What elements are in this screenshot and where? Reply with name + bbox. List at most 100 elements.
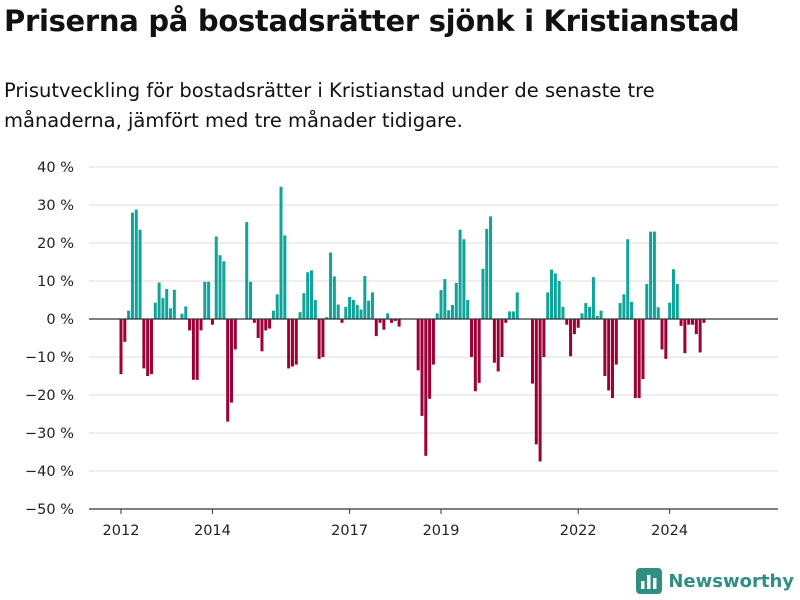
- bar: [553, 273, 557, 319]
- bar: [603, 319, 607, 376]
- bar: [271, 310, 275, 319]
- bar: [386, 313, 390, 319]
- bar: [626, 239, 630, 319]
- bar: [599, 310, 603, 319]
- bar: [458, 229, 462, 319]
- bar: [450, 304, 454, 319]
- bar: [249, 281, 253, 319]
- bar: [652, 231, 656, 319]
- bar: [370, 292, 374, 319]
- bar: [508, 311, 512, 319]
- x-tick-label: 2022: [560, 523, 597, 539]
- bar: [656, 307, 660, 319]
- brand-name: Newsworthy: [668, 570, 794, 592]
- bar: [256, 319, 260, 338]
- bar: [572, 319, 576, 335]
- bar: [279, 186, 283, 319]
- bar: [496, 319, 500, 372]
- y-tick-label: 20 %: [37, 236, 74, 252]
- bar: [477, 319, 481, 383]
- bar: [214, 236, 218, 319]
- bar: [252, 319, 256, 323]
- y-tick-label: 10 %: [37, 274, 74, 290]
- bar: [630, 301, 634, 319]
- bar: [561, 306, 565, 319]
- last-value-annotation: −1 %: [688, 150, 729, 154]
- bar: [668, 302, 672, 319]
- y-tick-label: −10 %: [25, 350, 74, 366]
- bar: [302, 293, 306, 319]
- bar: [622, 294, 626, 319]
- bar: [378, 319, 382, 323]
- bar: [694, 319, 698, 335]
- bar: [393, 319, 397, 321]
- bar: [367, 300, 371, 319]
- bar: [614, 319, 618, 365]
- bar: [317, 319, 321, 359]
- x-tick-label: 2024: [651, 523, 688, 539]
- bar: [229, 319, 233, 403]
- bar: [226, 319, 230, 422]
- bar: [245, 222, 249, 319]
- bar: [580, 313, 584, 319]
- bar: [489, 216, 493, 319]
- chart-subtitle: Prisutveckling för bostadsrätter i Krist…: [4, 79, 655, 132]
- bar: [466, 300, 470, 319]
- bar: [184, 306, 188, 319]
- bar: [180, 313, 184, 319]
- x-tick-label: 2019: [423, 523, 460, 539]
- bar: [588, 306, 592, 319]
- bar: [306, 272, 310, 319]
- bar: [134, 209, 138, 319]
- bar: [325, 317, 329, 319]
- x-tick-label: 2012: [103, 523, 140, 539]
- bar: [431, 319, 435, 365]
- bar: [702, 319, 706, 323]
- bar: [641, 319, 645, 380]
- bar: [664, 319, 668, 359]
- bar: [138, 229, 142, 319]
- bar: [149, 319, 153, 375]
- y-tick-label: −50 %: [25, 502, 74, 518]
- bar: [283, 235, 287, 319]
- bar: [188, 319, 192, 331]
- bar: [618, 303, 622, 319]
- bar: [591, 277, 595, 319]
- bar: [550, 269, 554, 319]
- bar: [210, 319, 214, 325]
- bar: [428, 319, 432, 399]
- bar: [374, 319, 378, 337]
- bar: [424, 319, 428, 456]
- bar: [363, 276, 367, 319]
- bar: [454, 282, 458, 319]
- bar: [157, 282, 161, 319]
- bar: [153, 302, 157, 319]
- bar: [344, 306, 348, 319]
- bar: [298, 312, 302, 319]
- bar: [332, 276, 336, 319]
- bar: [275, 294, 279, 319]
- bar: [146, 319, 150, 376]
- bar: [264, 319, 268, 331]
- bar: [565, 319, 569, 325]
- bar: [637, 319, 641, 399]
- bar: [287, 319, 291, 369]
- bar: [538, 319, 542, 462]
- bar: [123, 319, 127, 342]
- bar: [207, 281, 211, 319]
- bar: [359, 309, 363, 319]
- x-tick-label: 2017: [331, 523, 368, 539]
- bar: [310, 270, 313, 319]
- y-tick-label: 0 %: [46, 312, 74, 328]
- y-tick-label: −30 %: [25, 426, 74, 442]
- bar: [329, 252, 333, 319]
- y-tick-label: 40 %: [37, 160, 74, 176]
- bar: [691, 319, 694, 325]
- bar: [447, 310, 451, 319]
- bar: [348, 296, 352, 319]
- bar: [481, 268, 485, 319]
- bar: [340, 319, 344, 323]
- bar: [439, 290, 443, 319]
- bar: [633, 319, 637, 399]
- bar: [195, 319, 199, 380]
